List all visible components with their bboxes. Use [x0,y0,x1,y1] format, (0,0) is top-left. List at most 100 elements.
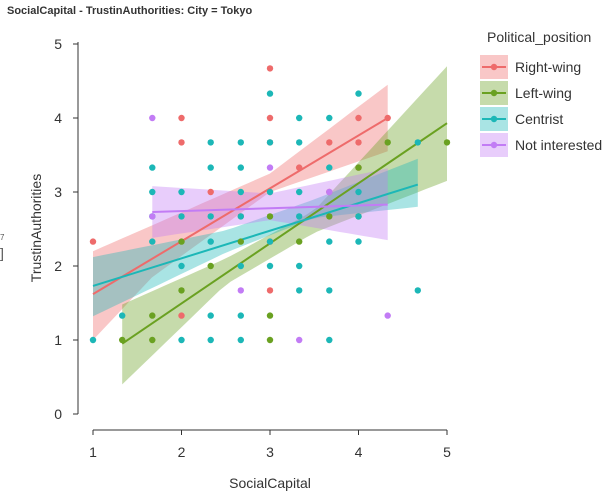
fit-lines [92,117,448,345]
point-right-wing [355,139,362,146]
point-centrist [326,287,333,294]
point-centrist [119,312,126,319]
point-right-wing [178,139,185,146]
legend-label-left-wing: Left-wing [515,85,572,101]
edge-text-bottom: ] [0,245,4,261]
point-left-wing [266,213,274,220]
point-right-wing [266,65,274,72]
point-centrist [237,139,244,146]
point-centrist [237,336,244,344]
y-tick-label-5: 5 [54,36,62,52]
point-centrist [178,336,185,344]
legend-marker-left-wing [490,89,498,97]
point-right-wing [296,164,303,171]
point-not-interested [149,213,156,220]
point-not-interested [326,188,333,196]
fit-line-centrist [92,183,419,287]
legend-item-left-wing: Left-wing [480,81,572,105]
point-centrist [296,287,303,294]
y-tick-label-0: 0 [54,406,62,422]
point-left-wing [149,336,156,344]
point-centrist [237,188,244,196]
axes: 0 1 2 3 4 5 1 2 3 4 5 [54,36,451,460]
x-tick-label-3: 3 [266,444,274,460]
point-centrist [207,213,214,220]
point-left-wing [443,139,451,146]
fit-line-left-wing [121,122,448,345]
point-left-wing [207,262,214,270]
y-ticks: 0 1 2 3 4 5 [54,36,78,422]
x-ticks: 1 2 3 4 5 [89,430,451,460]
point-centrist [178,262,185,270]
point-not-interested [266,164,274,171]
y-tick-label-1: 1 [54,332,62,348]
point-centrist [237,164,244,171]
point-not-interested [149,114,156,122]
legend-item-right-wing: Right-wing [480,55,581,79]
point-left-wing [178,287,185,294]
point-left-wing [178,238,185,245]
point-right-wing [266,287,274,294]
legend: Political_position Right-wing Left-wing Ce… [480,29,602,157]
x-axis-title: SocialCapital [229,475,311,491]
legend-items: Right-wing Left-wing Centrist Not intereste… [480,55,602,157]
point-right-wing [326,139,333,146]
point-centrist [207,312,214,319]
point-centrist [326,238,333,245]
point-centrist [149,188,156,196]
legend-marker-centrist [490,115,498,123]
legend-label-centrist: Centrist [515,111,563,127]
point-centrist [207,139,214,146]
point-centrist [355,213,362,220]
point-centrist [149,238,156,245]
legend-label-right-wing: Right-wing [515,59,581,75]
point-right-wing [178,114,185,122]
point-right-wing [266,114,274,122]
point-right-wing [355,114,362,122]
point-centrist [266,188,274,196]
point-centrist [296,188,303,196]
data-points [89,65,451,344]
point-centrist [266,262,274,270]
point-not-interested [296,336,303,344]
point-centrist [414,139,421,146]
confidence-band-left-wing [122,66,447,385]
point-centrist [207,238,214,245]
point-centrist [296,114,303,122]
point-centrist [237,312,244,319]
point-centrist [296,213,303,220]
x-tick-label-2: 2 [178,444,186,460]
point-centrist [237,213,244,220]
legend-title: Political_position [487,29,591,45]
point-centrist [355,238,362,245]
point-left-wing [119,336,126,344]
point-right-wing [207,188,214,196]
point-centrist [178,188,185,196]
point-left-wing [296,238,303,245]
point-right-wing [384,114,391,122]
point-centrist [296,139,303,146]
point-right-wing [89,238,97,245]
confidence-band-right-wing [93,84,388,340]
y-tick-label-2: 2 [54,258,62,274]
x-tick-label-5: 5 [443,444,451,460]
point-centrist [326,164,333,171]
point-centrist [207,336,214,344]
point-left-wing [266,312,274,319]
legend-item-centrist: Centrist [480,107,563,131]
point-centrist [266,238,274,245]
point-left-wing [237,238,244,245]
edge-text-top: 7 [0,233,5,242]
legend-marker-right-wing [490,63,498,71]
point-centrist [326,114,333,122]
point-centrist [149,164,156,171]
point-centrist [207,164,214,171]
point-left-wing [384,139,391,146]
legend-item-not-interested: Not interested [480,133,602,157]
point-centrist [266,90,274,97]
point-centrist [237,262,244,270]
confidence-band-not-interested [152,168,388,241]
point-centrist [89,336,97,344]
point-centrist [296,262,303,270]
